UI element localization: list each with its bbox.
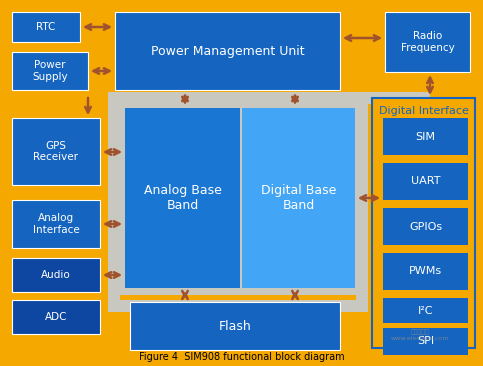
Bar (383, 253, 468, 290)
Bar (242, 108, 355, 288)
Bar (385, 12, 470, 72)
Bar (383, 328, 468, 355)
Bar (115, 12, 340, 90)
Bar (383, 208, 468, 245)
Text: 电子发烧友
www.elecfans.com: 电子发烧友 www.elecfans.com (391, 329, 449, 341)
Text: PWMs: PWMs (409, 266, 442, 276)
Text: Digital Base
Band: Digital Base Band (261, 184, 336, 212)
Bar (12, 118, 100, 185)
Bar (108, 300, 368, 312)
Bar (12, 258, 100, 292)
Text: Flash: Flash (219, 320, 251, 332)
Bar (108, 92, 120, 312)
Text: ADC: ADC (45, 312, 67, 322)
Text: I²C: I²C (418, 306, 433, 315)
Bar (12, 52, 88, 90)
Text: RTC: RTC (36, 22, 56, 32)
Text: Audio: Audio (41, 270, 71, 280)
Text: Digital Interface: Digital Interface (379, 106, 469, 116)
Text: GPIOs: GPIOs (409, 221, 442, 232)
Bar (115, 100, 360, 295)
Text: Power Management Unit: Power Management Unit (151, 45, 304, 57)
Bar (356, 92, 368, 312)
Bar (383, 298, 468, 323)
Text: UART: UART (411, 176, 440, 187)
Bar (125, 108, 240, 288)
Bar (130, 302, 340, 350)
Text: Analog Base
Band: Analog Base Band (143, 184, 221, 212)
Text: Power
Supply: Power Supply (32, 60, 68, 82)
Bar (372, 98, 475, 348)
Text: Analog
Interface: Analog Interface (33, 213, 79, 235)
Bar (12, 200, 100, 248)
Text: Radio
Frequency: Radio Frequency (400, 31, 455, 53)
Text: SPI: SPI (417, 336, 434, 347)
Text: Figure 4  SIM908 functional block diagram: Figure 4 SIM908 functional block diagram (139, 352, 344, 362)
Bar (383, 163, 468, 200)
Bar (12, 12, 80, 42)
Text: GPS
Receiver: GPS Receiver (33, 141, 79, 162)
Bar (108, 92, 368, 104)
Text: SIM: SIM (415, 131, 436, 142)
Bar (383, 118, 468, 155)
Bar (356, 92, 430, 104)
Bar (12, 300, 100, 334)
